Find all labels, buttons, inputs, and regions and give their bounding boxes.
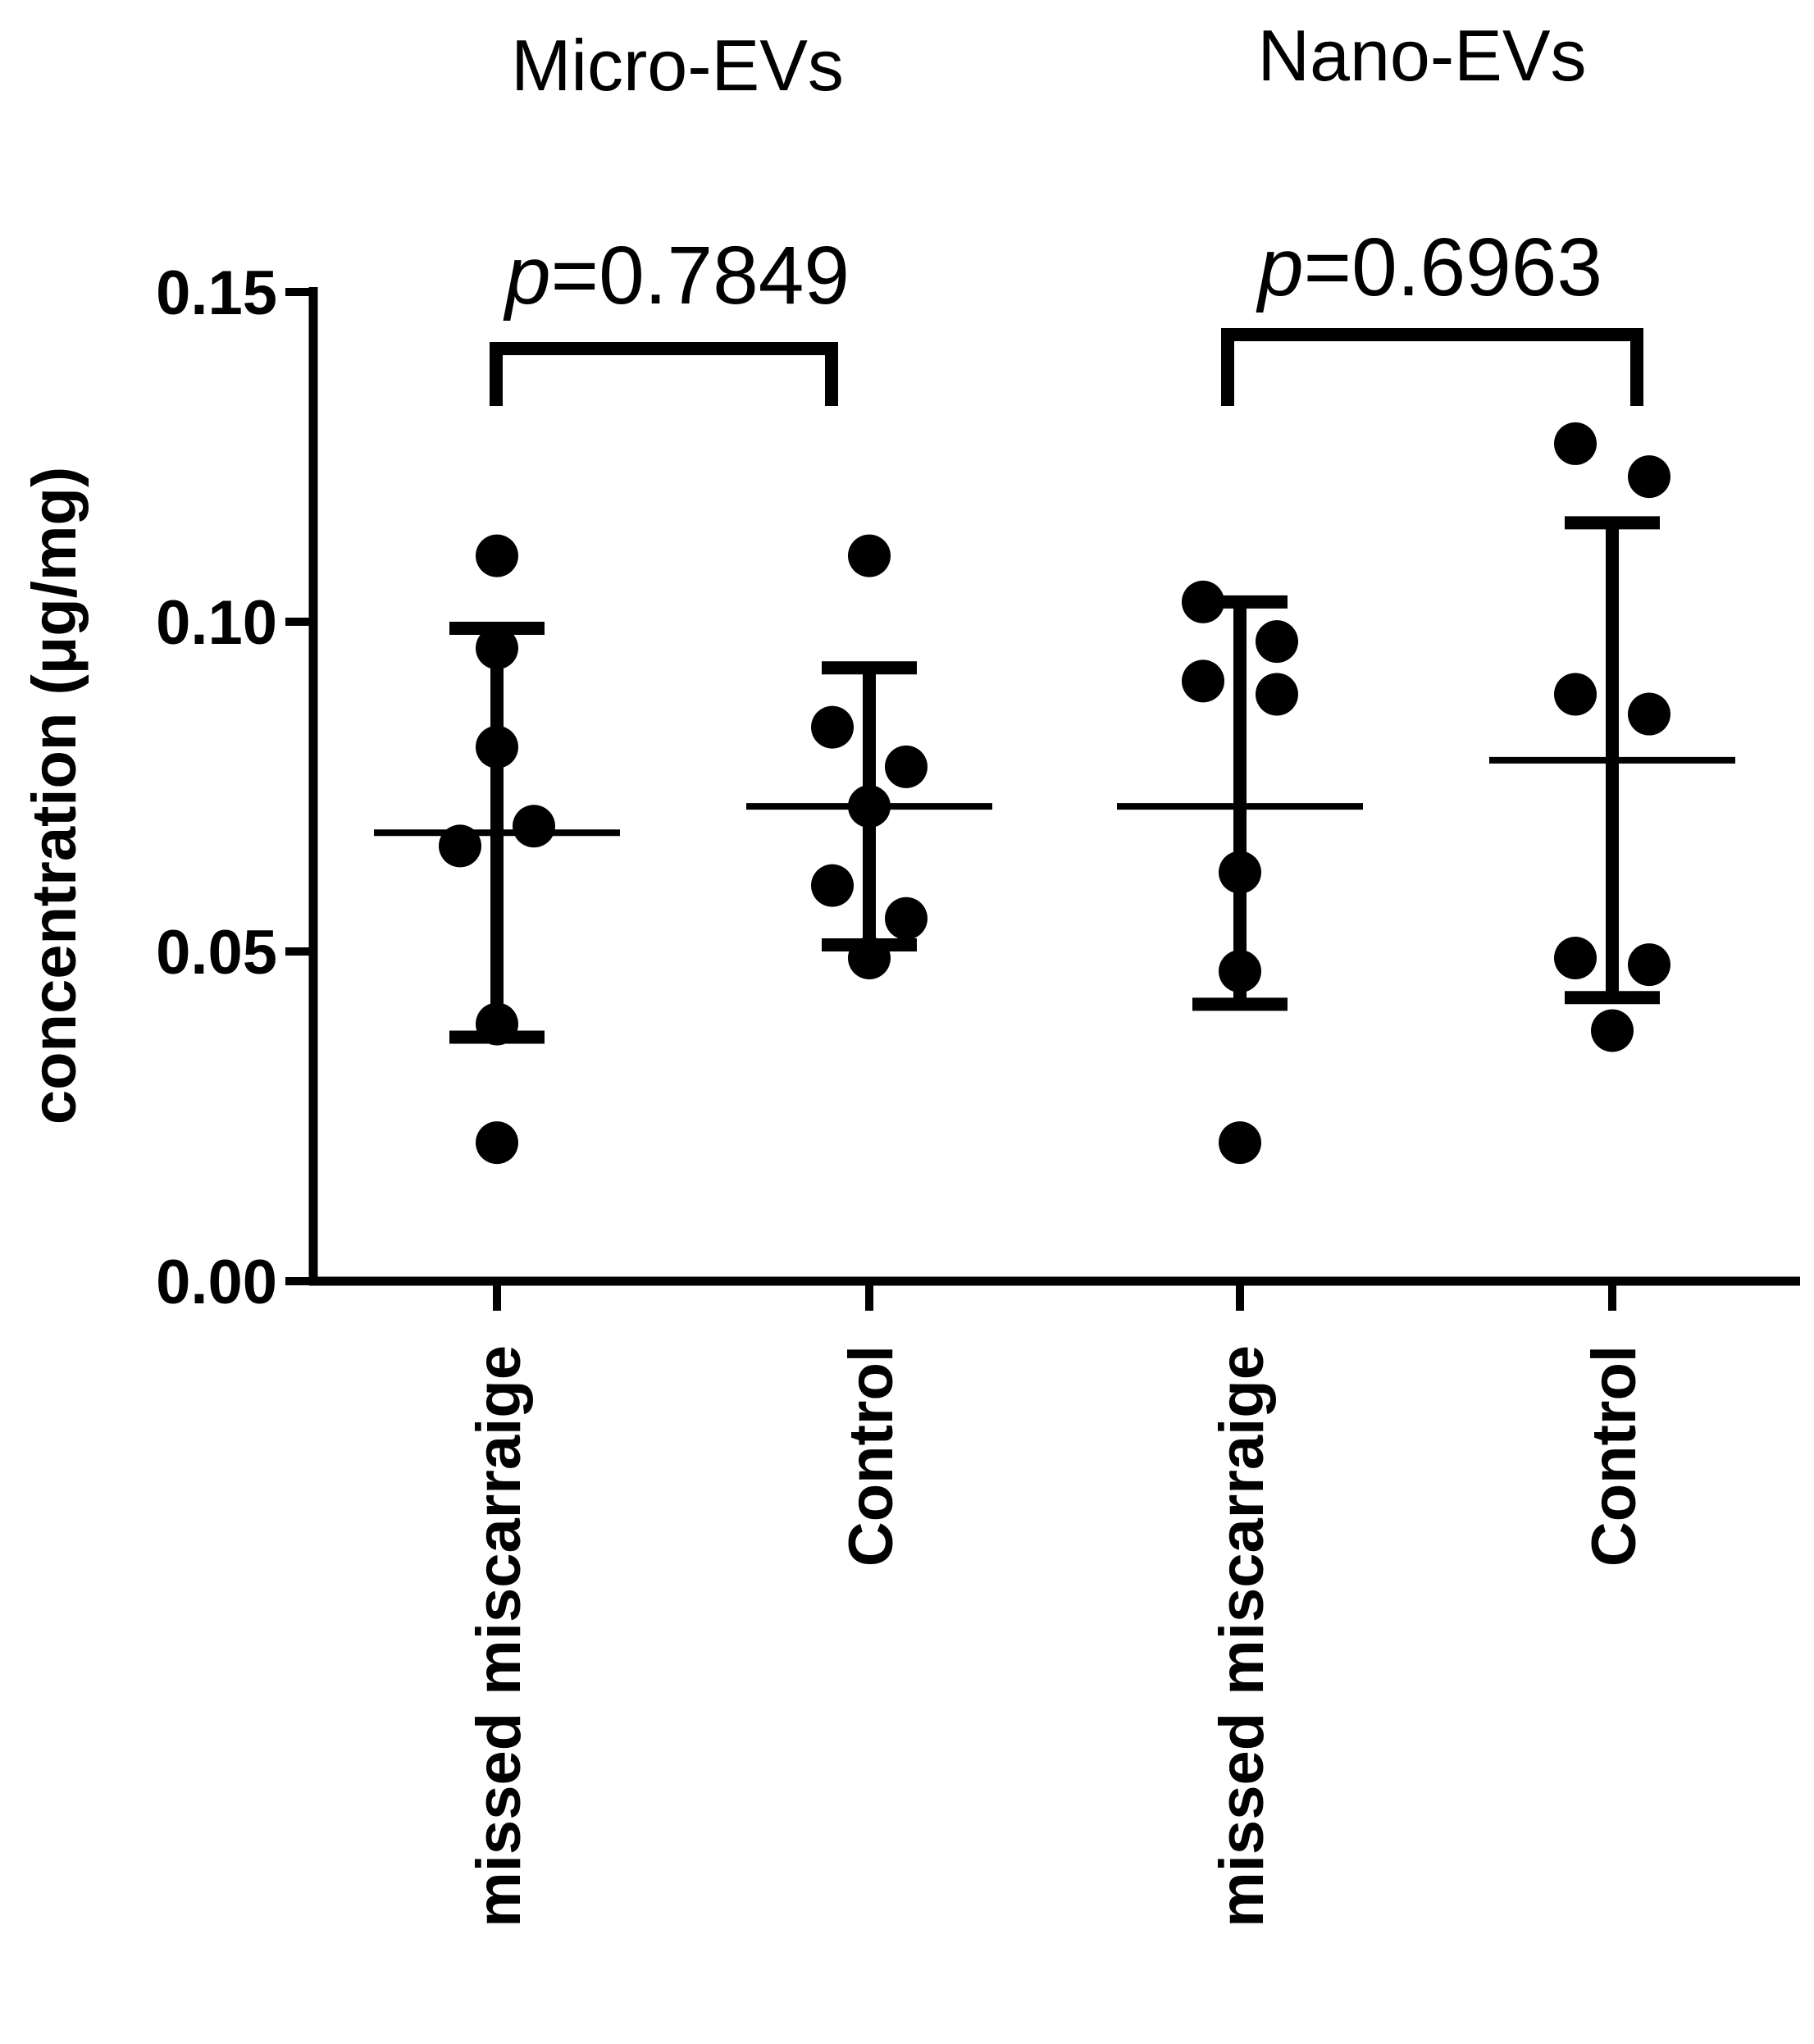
data-point-micro-control <box>811 864 854 907</box>
data-point-nano-control <box>1554 673 1597 716</box>
p-value-nano-evs-number: =0.6963 <box>1304 221 1602 313</box>
y-tick-label: 0.05 <box>156 918 277 988</box>
data-point-micro-missed-miscarraige <box>476 534 518 577</box>
data-point-nano-control <box>1628 455 1670 499</box>
data-point-micro-missed-miscarraige <box>476 725 518 769</box>
data-point-micro-control <box>811 705 854 749</box>
comparison-bracket-micro-evs <box>490 342 838 406</box>
y-tick-label: 0.10 <box>156 588 277 658</box>
y-tick-label: 0.00 <box>156 1248 277 1317</box>
y-axis-label: concentration (μg/mg) <box>20 467 89 1125</box>
category-label-nano-missed-miscarraige: missed miscarraige <box>1207 1345 1277 1928</box>
category-label-nano-control: Control <box>1579 1345 1649 1567</box>
data-point-micro-control <box>885 745 928 788</box>
data-point-nano-missed-miscarraige <box>1219 851 1261 894</box>
data-point-nano-missed-miscarraige <box>1256 673 1298 716</box>
p-value-micro-evs-number: =0.7849 <box>551 230 850 322</box>
data-point-micro-control <box>885 897 928 940</box>
data-point-micro-control <box>848 785 891 828</box>
p-value-nano-evs-prefix: p <box>1256 221 1304 313</box>
data-point-nano-control <box>1628 692 1670 736</box>
data-marks <box>374 422 1735 1165</box>
data-point-nano-missed-miscarraige <box>1219 950 1261 993</box>
group-title-nano-evs: Nano-EVs <box>1257 15 1586 96</box>
category-label-micro-missed-miscarraige: missed miscarraige <box>464 1345 534 1928</box>
data-point-nano-control <box>1554 937 1597 980</box>
data-point-micro-missed-miscarraige <box>439 824 481 868</box>
data-point-nano-missed-miscarraige <box>1256 620 1298 664</box>
data-point-nano-control <box>1591 1009 1634 1052</box>
comparison-bracket-nano-evs <box>1221 328 1643 406</box>
data-point-nano-missed-miscarraige <box>1182 659 1224 703</box>
p-value-nano-evs: p=0.6963 <box>1256 221 1602 313</box>
data-point-nano-missed-miscarraige <box>1219 1121 1261 1165</box>
data-point-nano-missed-miscarraige <box>1182 580 1224 623</box>
data-point-micro-missed-miscarraige <box>513 805 555 848</box>
group-title-micro-evs: Micro-EVs <box>511 25 844 106</box>
data-point-nano-control <box>1628 943 1670 987</box>
p-value-micro-evs-prefix: p <box>503 230 551 322</box>
y-tick-label: 0.15 <box>156 258 277 328</box>
data-point-micro-missed-miscarraige <box>476 627 518 670</box>
data-point-nano-control <box>1554 422 1597 465</box>
data-point-micro-missed-miscarraige <box>476 1002 518 1046</box>
data-point-micro-control <box>848 534 891 577</box>
data-point-micro-missed-miscarraige <box>476 1121 518 1165</box>
data-point-micro-control <box>848 937 891 980</box>
p-value-micro-evs: p=0.7849 <box>503 230 850 322</box>
category-label-micro-control: Control <box>836 1345 906 1567</box>
